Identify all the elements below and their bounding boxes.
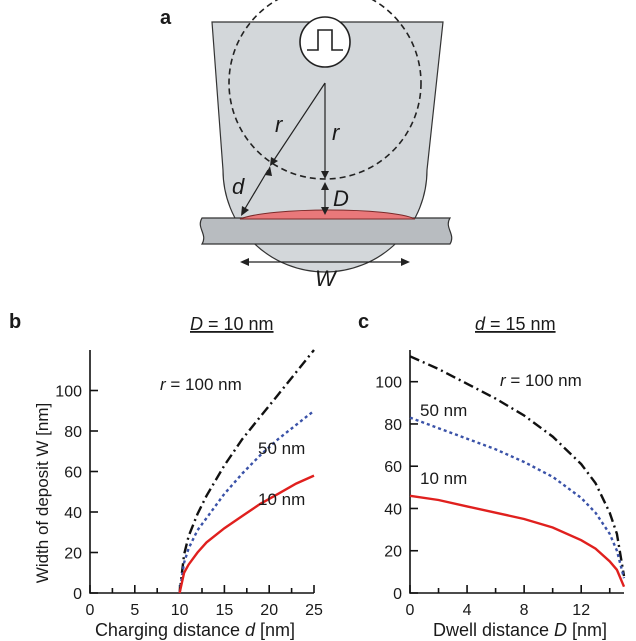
panel-b-x-axis-label: Charging distance d [nm]	[95, 620, 295, 640]
panel-c-plot: 0 4 8 12 0 20 40 60 80 100	[375, 350, 626, 619]
panel-b-title-var: D	[190, 314, 203, 334]
panel-c-legend-r100-var: r	[500, 371, 507, 390]
panel-c-x-tick-label: 0	[406, 602, 415, 619]
panel-b-legend-r100-var: r	[160, 375, 167, 394]
panel-b-label: b	[9, 311, 21, 333]
panel-c-title-var: d	[475, 314, 486, 334]
panel-c-x-tick-label: 8	[520, 602, 529, 619]
panel-c-y-tick-label: 80	[384, 417, 402, 434]
panel-c-series-line-0	[409, 355, 626, 577]
panel-c-legend-r100-rest: = 100 nm	[506, 371, 582, 390]
panel-b-y-tick-label: 40	[64, 505, 82, 522]
panel-c-x-tick-label: 4	[463, 602, 472, 619]
panel-b-xlabel-main: Charging distance	[95, 620, 245, 640]
label-d: d	[232, 174, 245, 199]
panel-b-xlabel-var: d	[245, 620, 256, 640]
panel-a: a r r d D W	[160, 0, 453, 291]
panel-c: c d = 15 nm 0 4 8 12 0 20 40 60 80 100 Dwell dist…	[358, 311, 626, 640]
panel-c-title: d = 15 nm	[475, 314, 556, 334]
panel-b-y-tick-label: 100	[55, 384, 82, 401]
panel-b-legend-50: 50 nm	[258, 439, 305, 458]
panel-b-xlabel-unit: [nm]	[255, 620, 295, 640]
panel-b-series-line-0	[178, 349, 315, 594]
panel-c-series-line-1	[409, 416, 626, 579]
panel-b-y-tick-label: 80	[64, 424, 82, 441]
panel-b-x-tick-label: 25	[305, 602, 323, 619]
panel-b-series-line-2	[178, 474, 315, 594]
dwell-arrowhead-top	[321, 182, 329, 190]
panel-b-plot: 0 5 10 15 20 25 0 20 40 60 80 100	[55, 349, 323, 619]
radius-line-diagonal	[271, 82, 326, 164]
panel-b-y-tick-label: 20	[64, 546, 82, 563]
panel-b-legend-r100-rest: = 100 nm	[166, 375, 242, 394]
radius-arrowhead-diagonal	[270, 157, 278, 166]
panel-b-x-tick-label: 5	[130, 602, 139, 619]
panel-b: b D = 10 nm Width of deposit W [nm] 0 5 10…	[9, 311, 323, 640]
label-r-left: r	[275, 112, 284, 137]
panel-a-label: a	[160, 7, 172, 29]
substrate	[199, 217, 453, 245]
panel-c-y-tick-label: 0	[393, 586, 402, 603]
charging-arrowhead-bottom	[241, 206, 249, 216]
panel-b-x-tick-label: 15	[216, 602, 234, 619]
panel-c-x-axis-label: Dwell distance D [nm]	[433, 620, 607, 640]
charging-distance-arrow	[242, 169, 269, 213]
panel-c-label: c	[358, 311, 369, 333]
panel-b-x-tick-label: 10	[171, 602, 189, 619]
panel-b-y-tick-label: 0	[73, 586, 82, 603]
panel-b-legend-10: 10 nm	[258, 490, 305, 509]
panel-c-y-tick-label: 100	[375, 375, 402, 392]
panel-c-series-line-2	[409, 494, 626, 588]
panel-c-legend-10: 10 nm	[420, 469, 467, 488]
panel-b-y-tick-label: 60	[64, 465, 82, 482]
panel-c-y-tick-label: 40	[384, 501, 402, 518]
label-r-right: r	[332, 120, 341, 145]
width-arrowhead-left	[240, 258, 249, 266]
panel-c-legend-r100: r = 100 nm	[500, 371, 582, 390]
label-D: D	[333, 186, 349, 211]
panel-b-x-tick-label: 20	[260, 602, 278, 619]
panel-c-x-tick-label: 12	[572, 602, 590, 619]
radius-arrowhead-vertical	[321, 171, 329, 179]
panel-b-legend-r100: r = 100 nm	[160, 375, 242, 394]
dwell-arrowhead-bottom	[321, 207, 329, 215]
panel-b-title-rest: = 10 nm	[203, 314, 274, 334]
panel-b-y-axis-label: Width of deposit W [nm]	[33, 403, 52, 583]
pulse-icon	[299, 16, 351, 68]
panel-c-xlabel-var: D	[554, 620, 567, 640]
panel-c-legend-50: 50 nm	[420, 401, 467, 420]
panel-c-title-rest: = 15 nm	[485, 314, 556, 334]
panel-b-x-tick-label: 0	[86, 602, 95, 619]
panel-b-title: D = 10 nm	[190, 314, 274, 334]
panel-c-y-tick-label: 20	[384, 544, 402, 561]
deposit	[239, 209, 416, 220]
charging-arrowhead-top	[265, 166, 272, 176]
width-arrowhead-right	[401, 258, 410, 266]
panel-c-xlabel-unit: [nm]	[567, 620, 607, 640]
panel-c-xlabel-main: Dwell distance	[433, 620, 554, 640]
label-W: W	[315, 266, 338, 291]
tip-body	[211, 21, 444, 273]
panel-c-y-tick-label: 60	[384, 459, 402, 476]
